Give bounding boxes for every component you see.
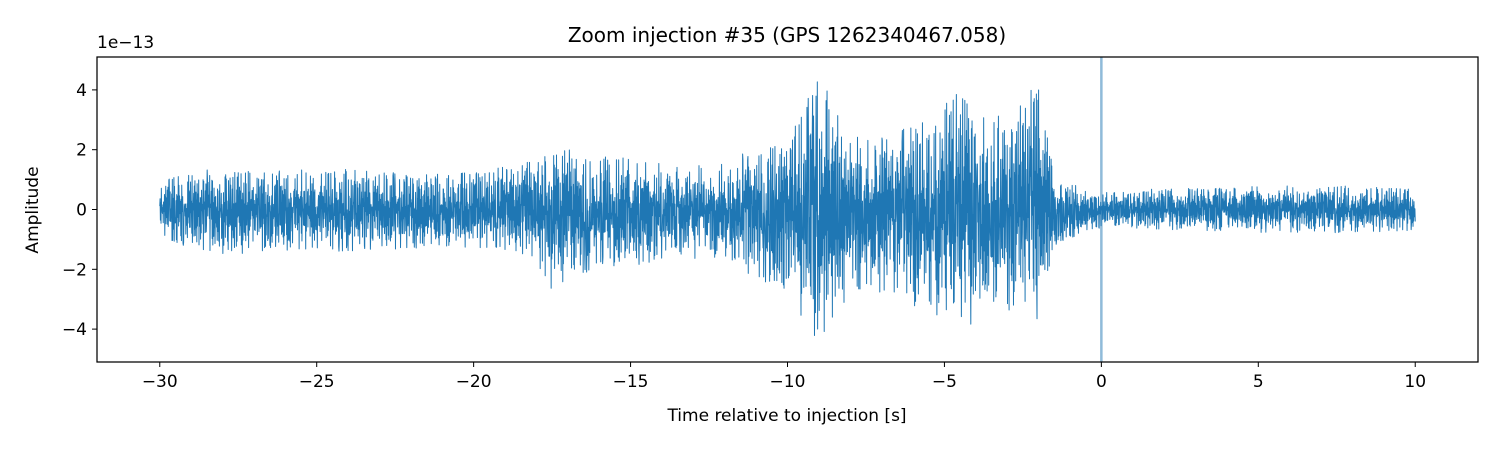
x-tick-label: −20	[456, 372, 492, 392]
y-axis: −4 −2 0 2 4	[62, 81, 97, 340]
x-tick-label: −5	[932, 372, 957, 392]
y-offset-text: 1e−13	[97, 33, 154, 53]
plot-area	[159, 81, 1416, 337]
x-tick-label: 0	[1096, 372, 1107, 392]
y-axis-label: Amplitude	[23, 166, 43, 253]
x-tick-label: −10	[770, 372, 806, 392]
y-tick-label: 4	[76, 81, 87, 101]
x-axis-label: Time relative to injection [s]	[666, 406, 906, 426]
x-tick-label: −15	[613, 372, 649, 392]
chart-title: Zoom injection #35 (GPS 1262340467.058)	[568, 23, 1006, 47]
y-tick-label: 2	[76, 141, 87, 161]
x-tick-label: −30	[142, 372, 178, 392]
x-axis: −30 −25 −20 −15 −10 −5 0 5 10	[142, 362, 1426, 392]
x-tick-label: 10	[1404, 372, 1426, 392]
x-tick-label: 5	[1253, 372, 1264, 392]
series-line-0	[159, 81, 1416, 337]
y-tick-label: 0	[76, 201, 87, 221]
y-tick-label: −2	[62, 260, 87, 280]
y-tick-label: −4	[62, 320, 87, 340]
x-tick-label: −25	[299, 372, 335, 392]
